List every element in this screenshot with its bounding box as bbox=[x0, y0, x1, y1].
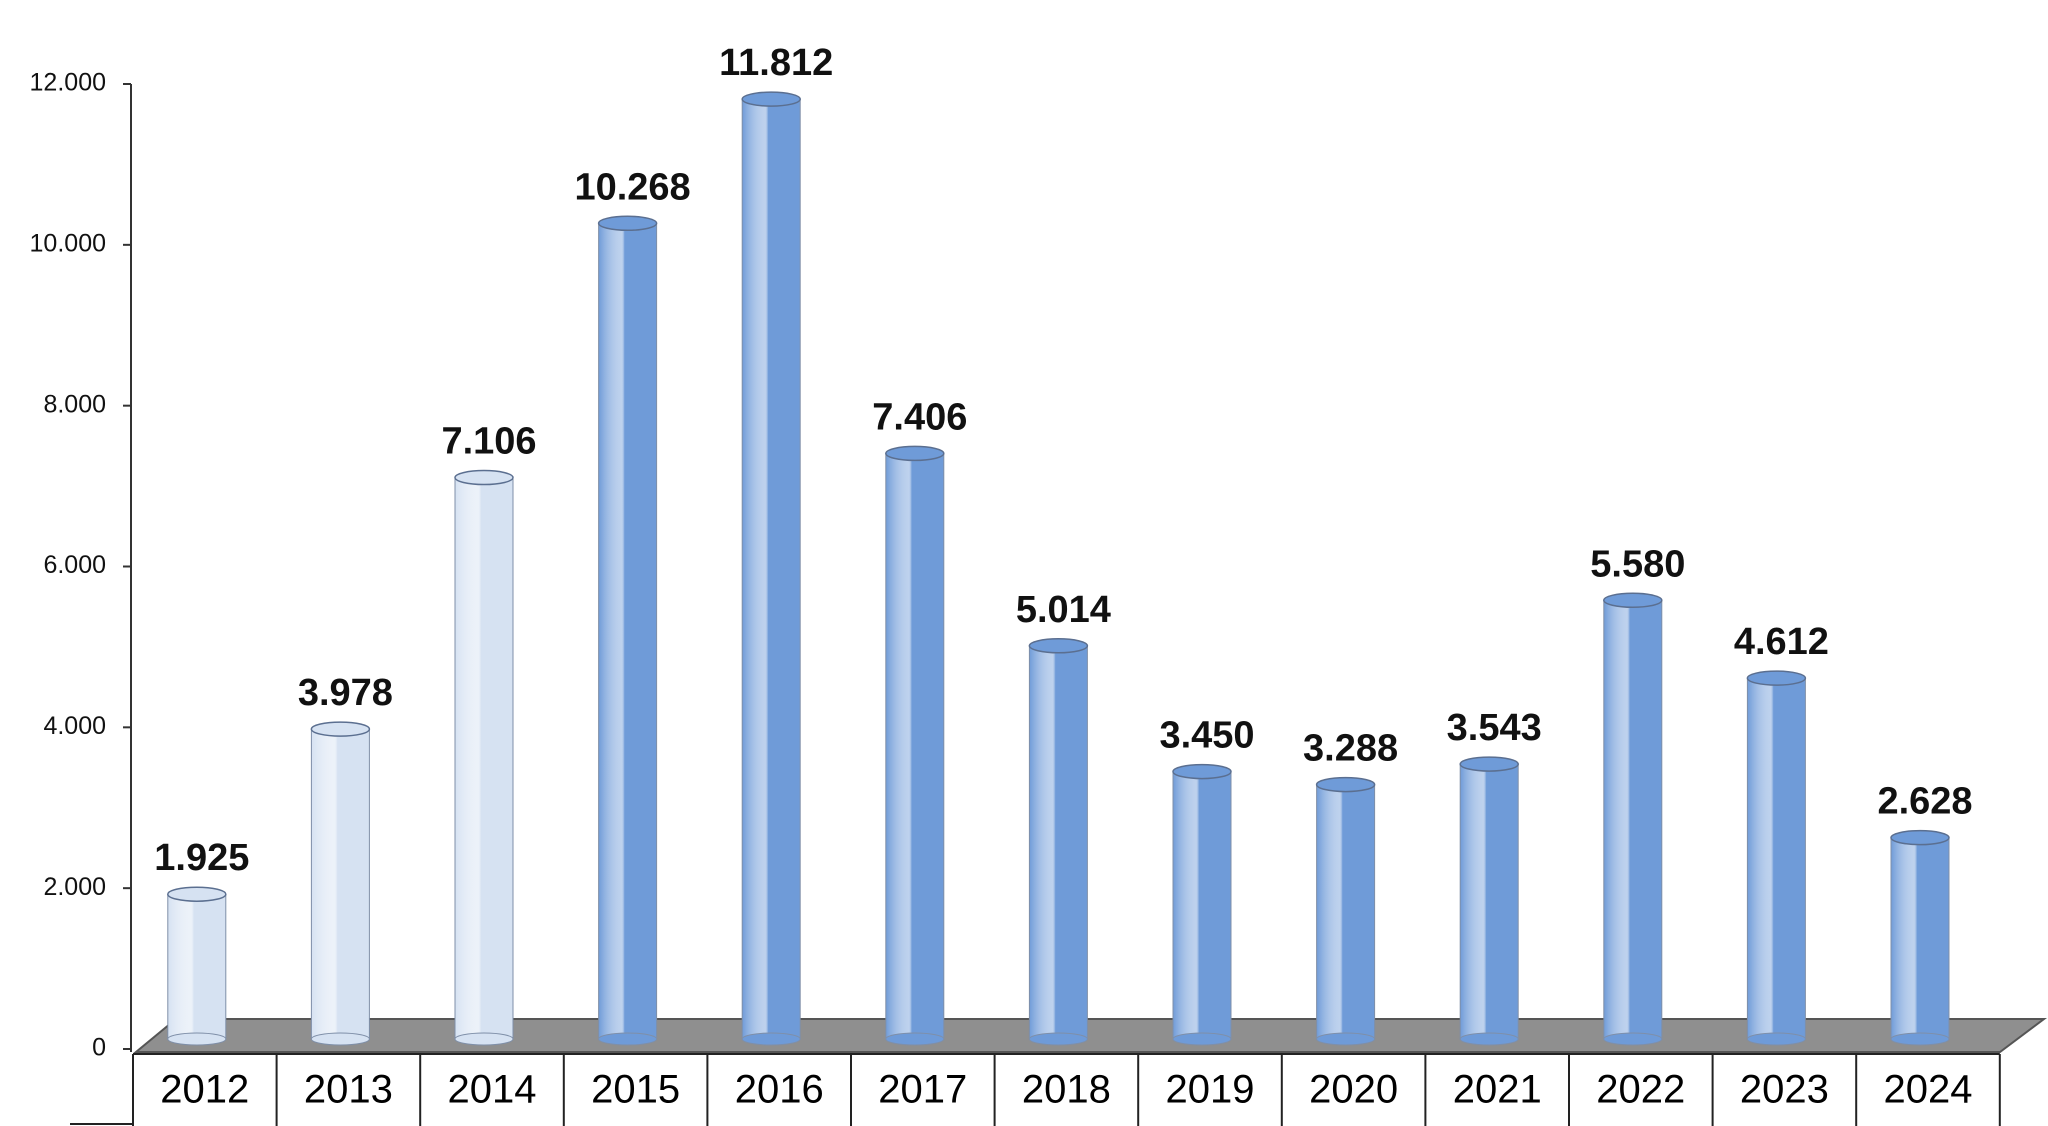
bar bbox=[1172, 763, 1232, 1046]
bar bbox=[167, 886, 227, 1046]
x-tick-label: 2013 bbox=[304, 1068, 393, 1112]
x-tick-label: 2015 bbox=[591, 1068, 680, 1112]
bar bbox=[1746, 670, 1807, 1046]
value-label: 2.628 bbox=[1877, 781, 1972, 823]
x-tick-label: 2016 bbox=[735, 1068, 824, 1112]
value-label: 3.543 bbox=[1447, 707, 1542, 749]
value-label: 3.978 bbox=[298, 672, 393, 714]
x-tick-label: 2019 bbox=[1166, 1068, 1255, 1112]
value-label: 11.812 bbox=[719, 42, 833, 84]
value-label: 1.925 bbox=[154, 837, 249, 879]
x-tick-label: 2024 bbox=[1884, 1068, 1973, 1112]
value-label: 3.288 bbox=[1303, 728, 1398, 770]
value-label: 7.106 bbox=[441, 421, 536, 463]
x-tick-label: 2017 bbox=[878, 1068, 967, 1112]
bar bbox=[1315, 776, 1376, 1046]
value-label: 5.580 bbox=[1590, 543, 1685, 585]
bar bbox=[1028, 638, 1089, 1046]
x-tick-label: 2023 bbox=[1740, 1068, 1829, 1112]
bar bbox=[741, 91, 801, 1046]
bar bbox=[454, 469, 514, 1046]
value-label: 5.014 bbox=[1016, 589, 1111, 631]
y-tick-label: 6.000 bbox=[43, 551, 106, 579]
x-tick-label: 2021 bbox=[1453, 1068, 1542, 1112]
bar bbox=[597, 215, 658, 1046]
bar bbox=[310, 721, 371, 1046]
y-tick-label: 2.000 bbox=[43, 873, 106, 901]
bar bbox=[1459, 756, 1519, 1046]
bar bbox=[1890, 829, 1950, 1046]
x-tick-label: 2020 bbox=[1309, 1068, 1398, 1112]
bar bbox=[885, 445, 945, 1046]
x-tick-label: 2018 bbox=[1022, 1068, 1111, 1112]
value-label: 10.268 bbox=[574, 166, 690, 208]
value-label: 3.450 bbox=[1159, 715, 1254, 757]
x-tick-label: 2012 bbox=[160, 1068, 249, 1112]
y-tick-label: 12.000 bbox=[30, 69, 106, 97]
x-tick-label: 2022 bbox=[1596, 1068, 1685, 1112]
value-label: 7.406 bbox=[872, 396, 967, 438]
y-tick-label: 0 bbox=[92, 1034, 106, 1062]
y-tick-label: 4.000 bbox=[43, 712, 106, 740]
value-label: 4.612 bbox=[1734, 621, 1829, 663]
x-tick-label: 2014 bbox=[448, 1068, 537, 1112]
y-tick-label: 10.000 bbox=[30, 229, 106, 257]
y-tick-label: 8.000 bbox=[43, 390, 106, 418]
bar bbox=[1603, 592, 1663, 1046]
